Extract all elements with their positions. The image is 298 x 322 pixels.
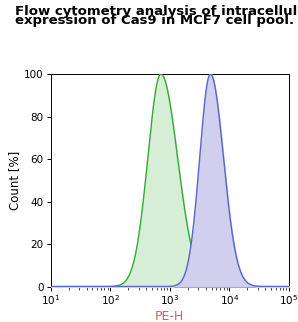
X-axis label: PE-H: PE-H bbox=[155, 310, 184, 322]
Y-axis label: Count [%]: Count [%] bbox=[8, 151, 21, 210]
Text: Flow cytometry analysis of intracellular: Flow cytometry analysis of intracellular bbox=[15, 5, 298, 18]
Text: expression of Cas9 in MCF7 cell pool.: expression of Cas9 in MCF7 cell pool. bbox=[15, 14, 294, 27]
